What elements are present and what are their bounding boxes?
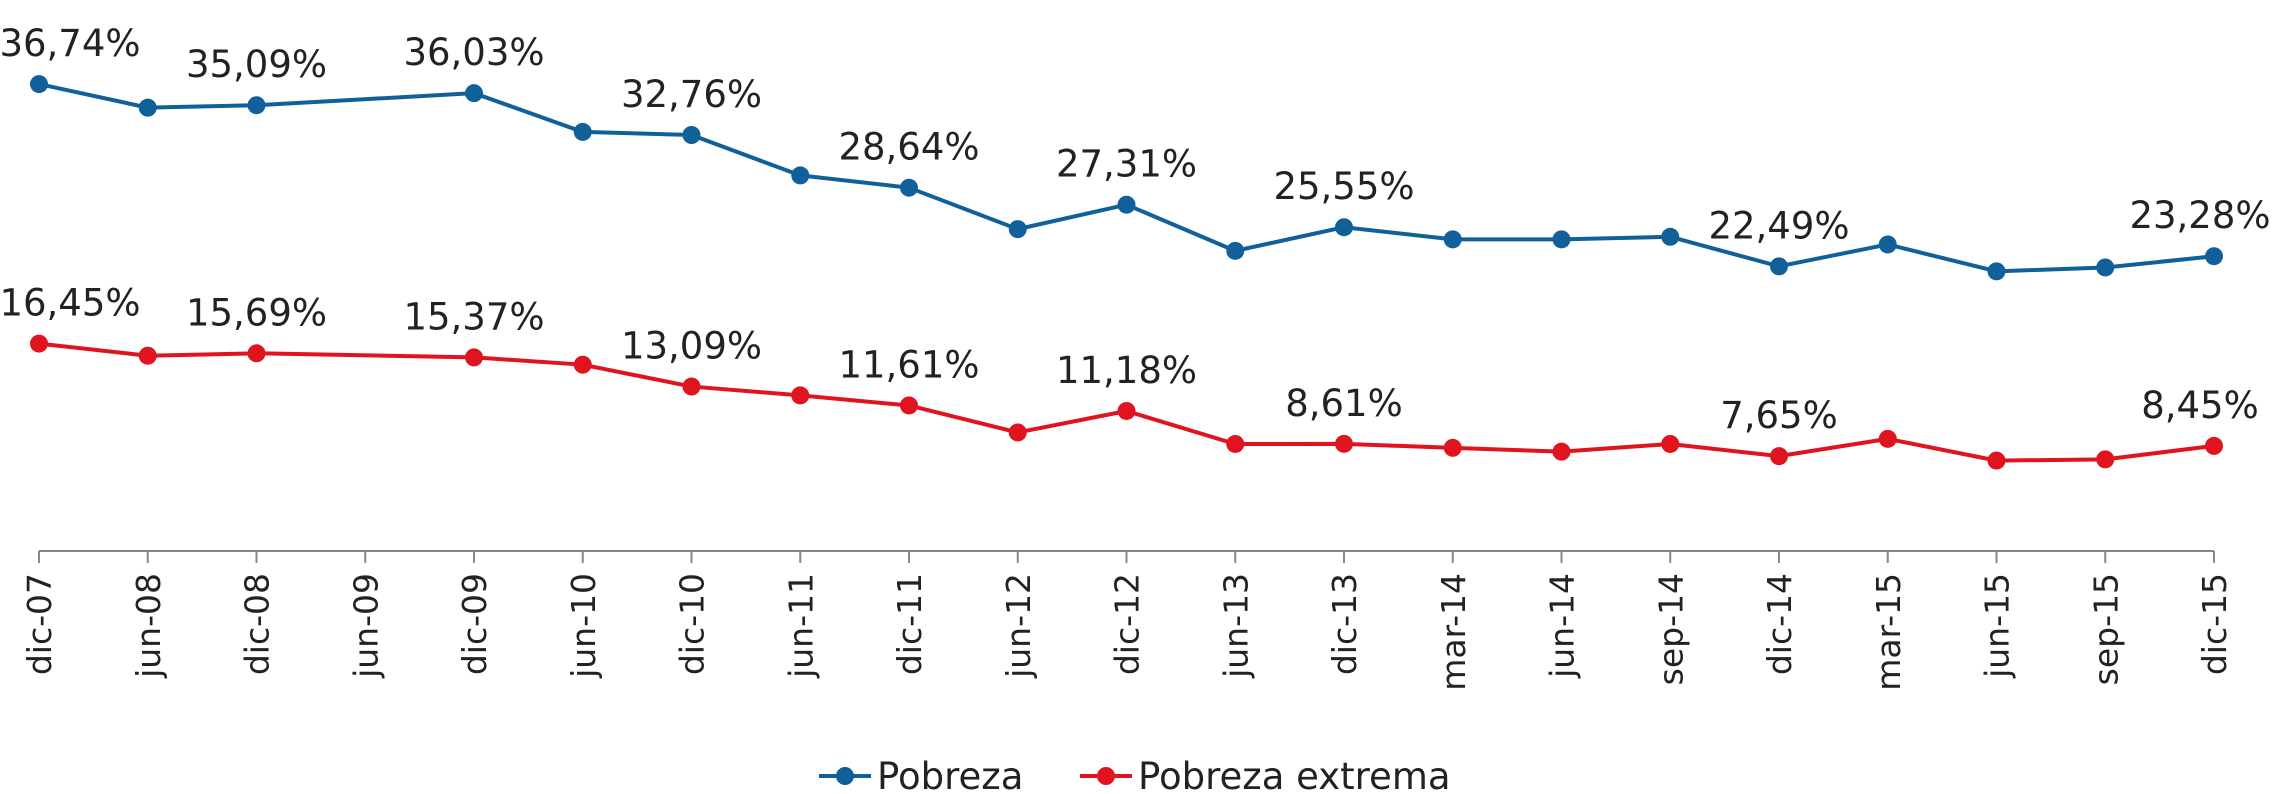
data-label: 13,09% (621, 325, 762, 368)
x-tick-label: sep-15 (2086, 573, 2125, 685)
x-tick-label: dic-07 (20, 573, 59, 675)
point (1770, 447, 1788, 466)
x-tick-label: jun-09 (346, 573, 385, 679)
x-tick-label: dic-11 (890, 573, 929, 675)
data-label: 22,49% (1708, 204, 1849, 247)
x-tick-label: dic-15 (2195, 573, 2234, 675)
point (900, 178, 918, 197)
data-label: 8,61% (1285, 382, 1403, 425)
point (900, 396, 918, 415)
data-label: 36,74% (0, 22, 141, 65)
data-label: 23,28% (2129, 194, 2270, 237)
data-label: 32,76% (621, 73, 762, 116)
series-connector (256, 91, 475, 108)
point (791, 386, 810, 405)
point (30, 334, 48, 353)
x-tick-label: jun-10 (564, 573, 603, 679)
point (465, 348, 483, 367)
point (1008, 423, 1027, 442)
series-connector (256, 351, 475, 360)
data-label: 27,31% (1056, 143, 1197, 186)
data-label: 25,55% (1273, 165, 1414, 208)
x-tick-label: mar-15 (1869, 573, 1908, 691)
point (465, 84, 483, 103)
point (2096, 450, 2115, 469)
x-tick-label: dic-14 (1760, 573, 1799, 675)
data-label: 15,69% (186, 291, 327, 334)
point (247, 344, 266, 363)
point (1552, 230, 1571, 249)
point (1117, 195, 1136, 214)
x-tick-label: dic-10 (673, 573, 712, 675)
point (1987, 451, 2006, 470)
data-label: 28,64% (838, 126, 979, 169)
x-tick-label: jun-13 (1216, 573, 1255, 679)
point (1226, 434, 1245, 453)
point (138, 98, 157, 117)
point (138, 346, 157, 365)
data-label: 11,18% (1056, 349, 1197, 392)
point (2205, 247, 2223, 266)
data-label: 35,09% (186, 43, 327, 86)
x-tick-label: jun-15 (1978, 573, 2017, 679)
point (1770, 257, 1788, 276)
point (1552, 442, 1571, 461)
x-tick-label: dic-12 (1108, 573, 1147, 675)
point (1335, 218, 1353, 237)
data-label: 15,37% (403, 295, 544, 338)
x-tick-label: jun-12 (999, 573, 1038, 679)
x-tick-label: dic-09 (455, 573, 494, 675)
point (573, 355, 592, 374)
point (682, 377, 701, 396)
point (30, 75, 48, 94)
point (1008, 220, 1027, 239)
x-tick-label: jun-08 (129, 573, 168, 679)
point (573, 122, 592, 141)
legend-label: Pobreza extrema (1138, 755, 1451, 794)
point (1117, 401, 1136, 420)
point (1987, 262, 2006, 281)
point (1661, 434, 1680, 453)
point (1661, 227, 1680, 246)
point (791, 166, 810, 185)
point (1226, 241, 1245, 260)
point (247, 96, 266, 115)
point (1443, 438, 1462, 457)
legend-marker (836, 767, 854, 785)
data-label: 8,45% (2141, 384, 2259, 427)
point (682, 126, 701, 145)
data-label: 11,61% (838, 343, 979, 386)
legend-label: Pobreza (877, 755, 1023, 794)
x-tick-label: mar-14 (1434, 573, 1473, 691)
point (2096, 258, 2115, 277)
point (2205, 436, 2223, 455)
point (1878, 235, 1897, 254)
x-tick-label: dic-08 (238, 573, 277, 675)
data-label: 7,65% (1720, 394, 1838, 437)
point (1443, 230, 1462, 249)
point (1335, 434, 1353, 453)
point (1878, 429, 1897, 448)
data-label: 16,45% (0, 282, 141, 325)
x-tick-label: jun-11 (781, 573, 820, 679)
x-tick-label: sep-14 (1651, 573, 1690, 685)
x-tick-label: dic-13 (1325, 573, 1364, 675)
legend-marker (1097, 767, 1115, 785)
x-tick-label: jun-14 (1543, 573, 1582, 679)
data-label: 36,03% (403, 31, 544, 74)
